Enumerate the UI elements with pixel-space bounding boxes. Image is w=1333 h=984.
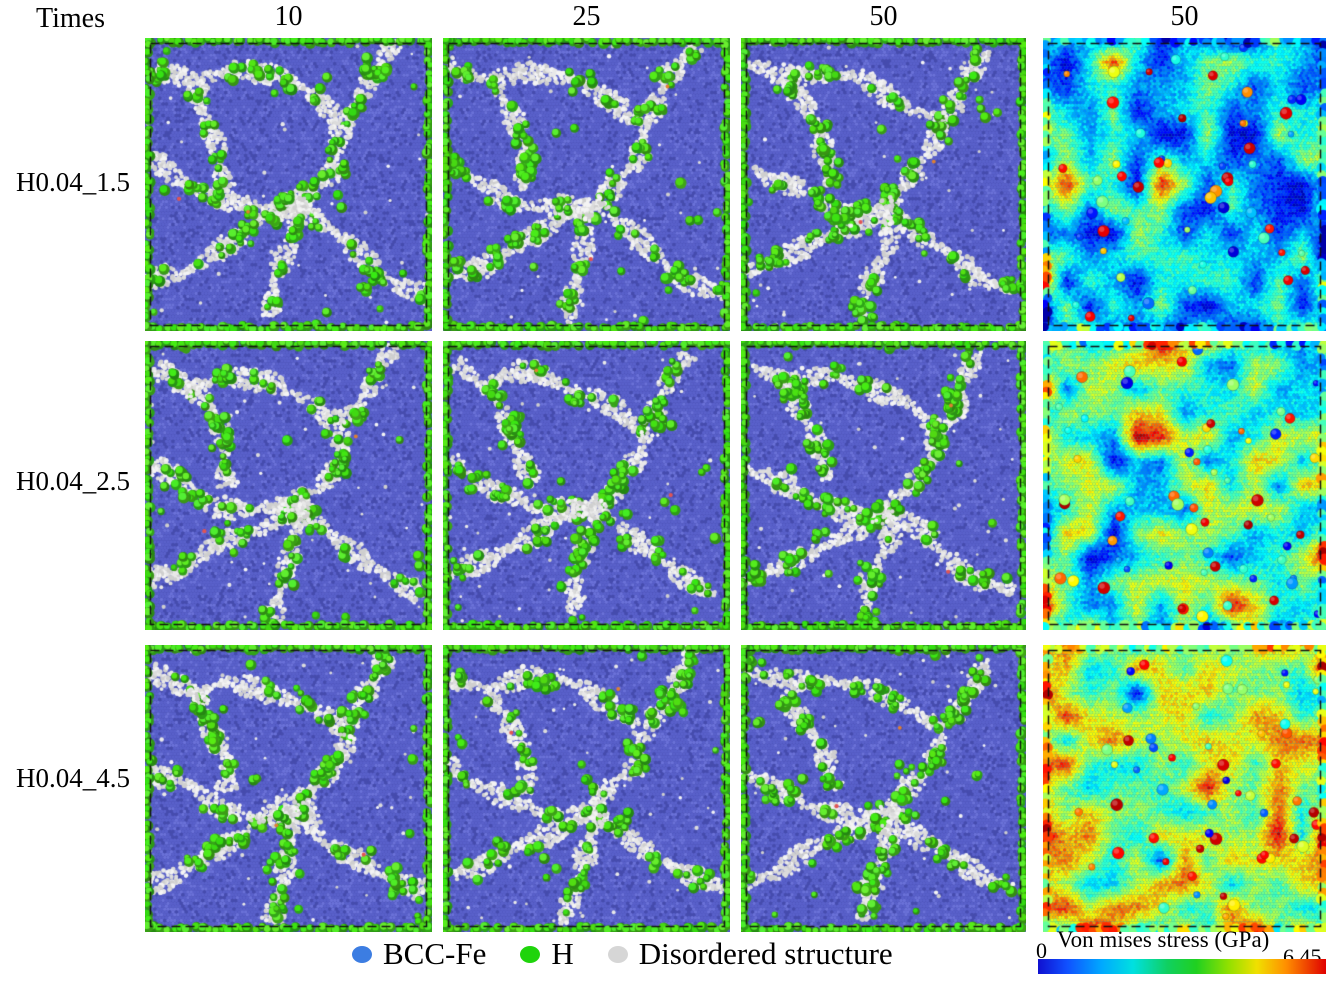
simulation-snapshot-canvas: [741, 38, 1026, 331]
panel-row1-time50: [741, 38, 1026, 331]
row-label-h004-45: H0.04_4.5: [16, 763, 130, 793]
simulation-snapshot-canvas: [145, 38, 432, 331]
panel-row3-time25: [443, 645, 730, 932]
simulation-snapshot-canvas: [443, 38, 730, 331]
colorbar-min-tick: 0: [1036, 938, 1047, 963]
simulation-snapshot-canvas: [741, 645, 1026, 932]
panel-row2-time25: [443, 341, 730, 630]
h-dot-icon: [520, 945, 541, 963]
column-header-1: 10: [274, 1, 303, 32]
panel-row2-stressmap: [1043, 341, 1326, 630]
simulation-snapshot-canvas: [443, 645, 730, 932]
colorbar-gradient: [1038, 959, 1326, 974]
stress-map-canvas: [1043, 38, 1326, 331]
stress-map-canvas: [1043, 645, 1326, 932]
legend-item-disordered: Disordered structure: [607, 936, 893, 972]
times-header-label: Times: [36, 3, 106, 34]
legend-item-bcc-fe: BCC-Fe: [352, 936, 486, 972]
panel-row3-stressmap: [1043, 645, 1326, 932]
bcc-fe-dot-icon: [352, 945, 372, 963]
legend: BCC-Fe H Disordered structure: [352, 936, 893, 972]
panel-row3-time50: [741, 645, 1026, 932]
panel-row2-time50: [741, 341, 1026, 630]
legend-label-bcc-fe: BCC-Fe: [383, 936, 487, 971]
panel-row3-time10: [145, 645, 432, 932]
stress-map-canvas: [1043, 341, 1326, 630]
panel-row1-stressmap: [1043, 38, 1326, 331]
row-label-h004-25: H0.04_2.5: [16, 466, 130, 496]
legend-label-disordered: Disordered structure: [638, 936, 893, 971]
row-label-h004-15: H0.04_1.5: [16, 167, 130, 197]
column-header-2: 25: [572, 1, 601, 32]
disordered-dot-icon: [607, 945, 628, 963]
simulation-snapshot-canvas: [145, 341, 432, 630]
panel-row2-time10: [145, 341, 432, 630]
column-header-4: 50: [1170, 1, 1199, 32]
column-header-3: 50: [869, 1, 898, 32]
simulation-snapshot-canvas: [443, 341, 730, 630]
panel-row1-time25: [443, 38, 730, 331]
simulation-snapshot-canvas: [741, 341, 1026, 630]
panel-row1-time10: [145, 38, 432, 331]
simulation-snapshot-canvas: [145, 645, 432, 932]
colorbar-title: Von mises stress (GPa): [1057, 927, 1270, 952]
legend-item-h: H: [520, 936, 574, 972]
legend-label-h: H: [551, 936, 574, 971]
